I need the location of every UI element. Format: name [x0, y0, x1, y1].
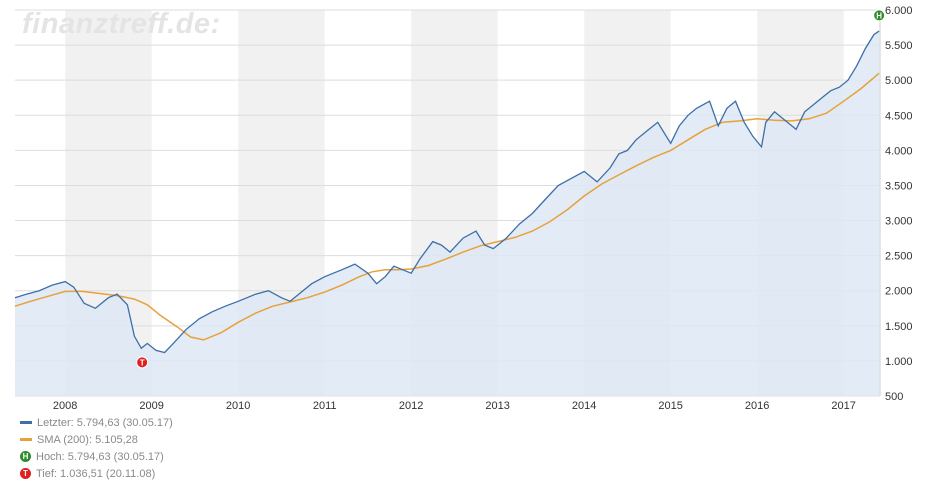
x-tick-label: 2016 — [745, 400, 769, 412]
y-tick-label: 1.500 — [885, 321, 913, 333]
legend-item-high: H Hoch: 5.794,63 (30.05.17) — [20, 448, 173, 465]
high-badge-icon: H — [20, 451, 31, 462]
y-tick-label: 500 — [885, 391, 903, 403]
y-tick-label: 1.000 — [885, 356, 913, 368]
y-tick-label: 2.500 — [885, 251, 913, 263]
svg-text:T: T — [140, 358, 145, 367]
high-marker: H — [873, 9, 886, 22]
legend-item-last: Letzter: 5.794,63 (30.05.17) — [20, 414, 173, 431]
x-tick-label: 2011 — [313, 400, 337, 412]
legend-label-high: Hoch: 5.794,63 (30.05.17) — [36, 450, 164, 463]
sma-line-swatch — [20, 438, 32, 441]
price-line — [14, 30, 880, 354]
sma-line — [14, 72, 880, 341]
low-marker: T — [136, 356, 149, 369]
y-tick-label: 6.000 — [885, 5, 913, 17]
legend: Letzter: 5.794,63 (30.05.17) SMA (200): … — [20, 414, 173, 482]
y-tick-label: 5.500 — [885, 40, 913, 52]
y-tick-label: 4.500 — [885, 110, 913, 122]
x-tick-label: 2009 — [139, 400, 163, 412]
y-tick-label: 4.000 — [885, 145, 913, 157]
svg-text:H: H — [876, 11, 882, 20]
x-tick-label: 2017 — [831, 400, 855, 412]
extreme-markers: HT — [136, 9, 886, 369]
x-tick-label: 2013 — [485, 400, 509, 412]
legend-label-sma: SMA (200): 5.105,28 — [37, 433, 138, 446]
y-axis: 500 1.000 1.500 2.000 2.500 3.000 3.500 4.000 4.… — [885, 5, 913, 403]
x-tick-label: 2015 — [658, 400, 682, 412]
y-tick-label: 2.000 — [885, 286, 913, 298]
legend-label-last: Letzter: 5.794,63 (30.05.17) — [37, 416, 173, 429]
legend-item-sma: SMA (200): 5.105,28 — [20, 431, 173, 448]
x-axis: 2008 2009 2010 2011 2012 2013 2014 2015 2016 2017 — [53, 400, 856, 412]
y-tick-label: 5.000 — [885, 75, 913, 87]
y-tick-label: 3.500 — [885, 180, 913, 192]
price-line-swatch — [20, 421, 32, 424]
low-badge-icon: T — [20, 468, 31, 479]
x-tick-label: 2010 — [226, 400, 250, 412]
legend-item-low: T Tief: 1.036,51 (20.11.08) — [20, 465, 173, 482]
y-tick-label: 3.000 — [885, 216, 913, 228]
x-tick-label: 2014 — [572, 400, 596, 412]
price-area-fill — [15, 31, 880, 396]
x-tick-label: 2008 — [53, 400, 77, 412]
x-tick-label: 2012 — [399, 400, 423, 412]
watermark-logo: finanztreff.de: — [22, 8, 221, 40]
legend-label-low: Tief: 1.036,51 (20.11.08) — [36, 467, 156, 480]
